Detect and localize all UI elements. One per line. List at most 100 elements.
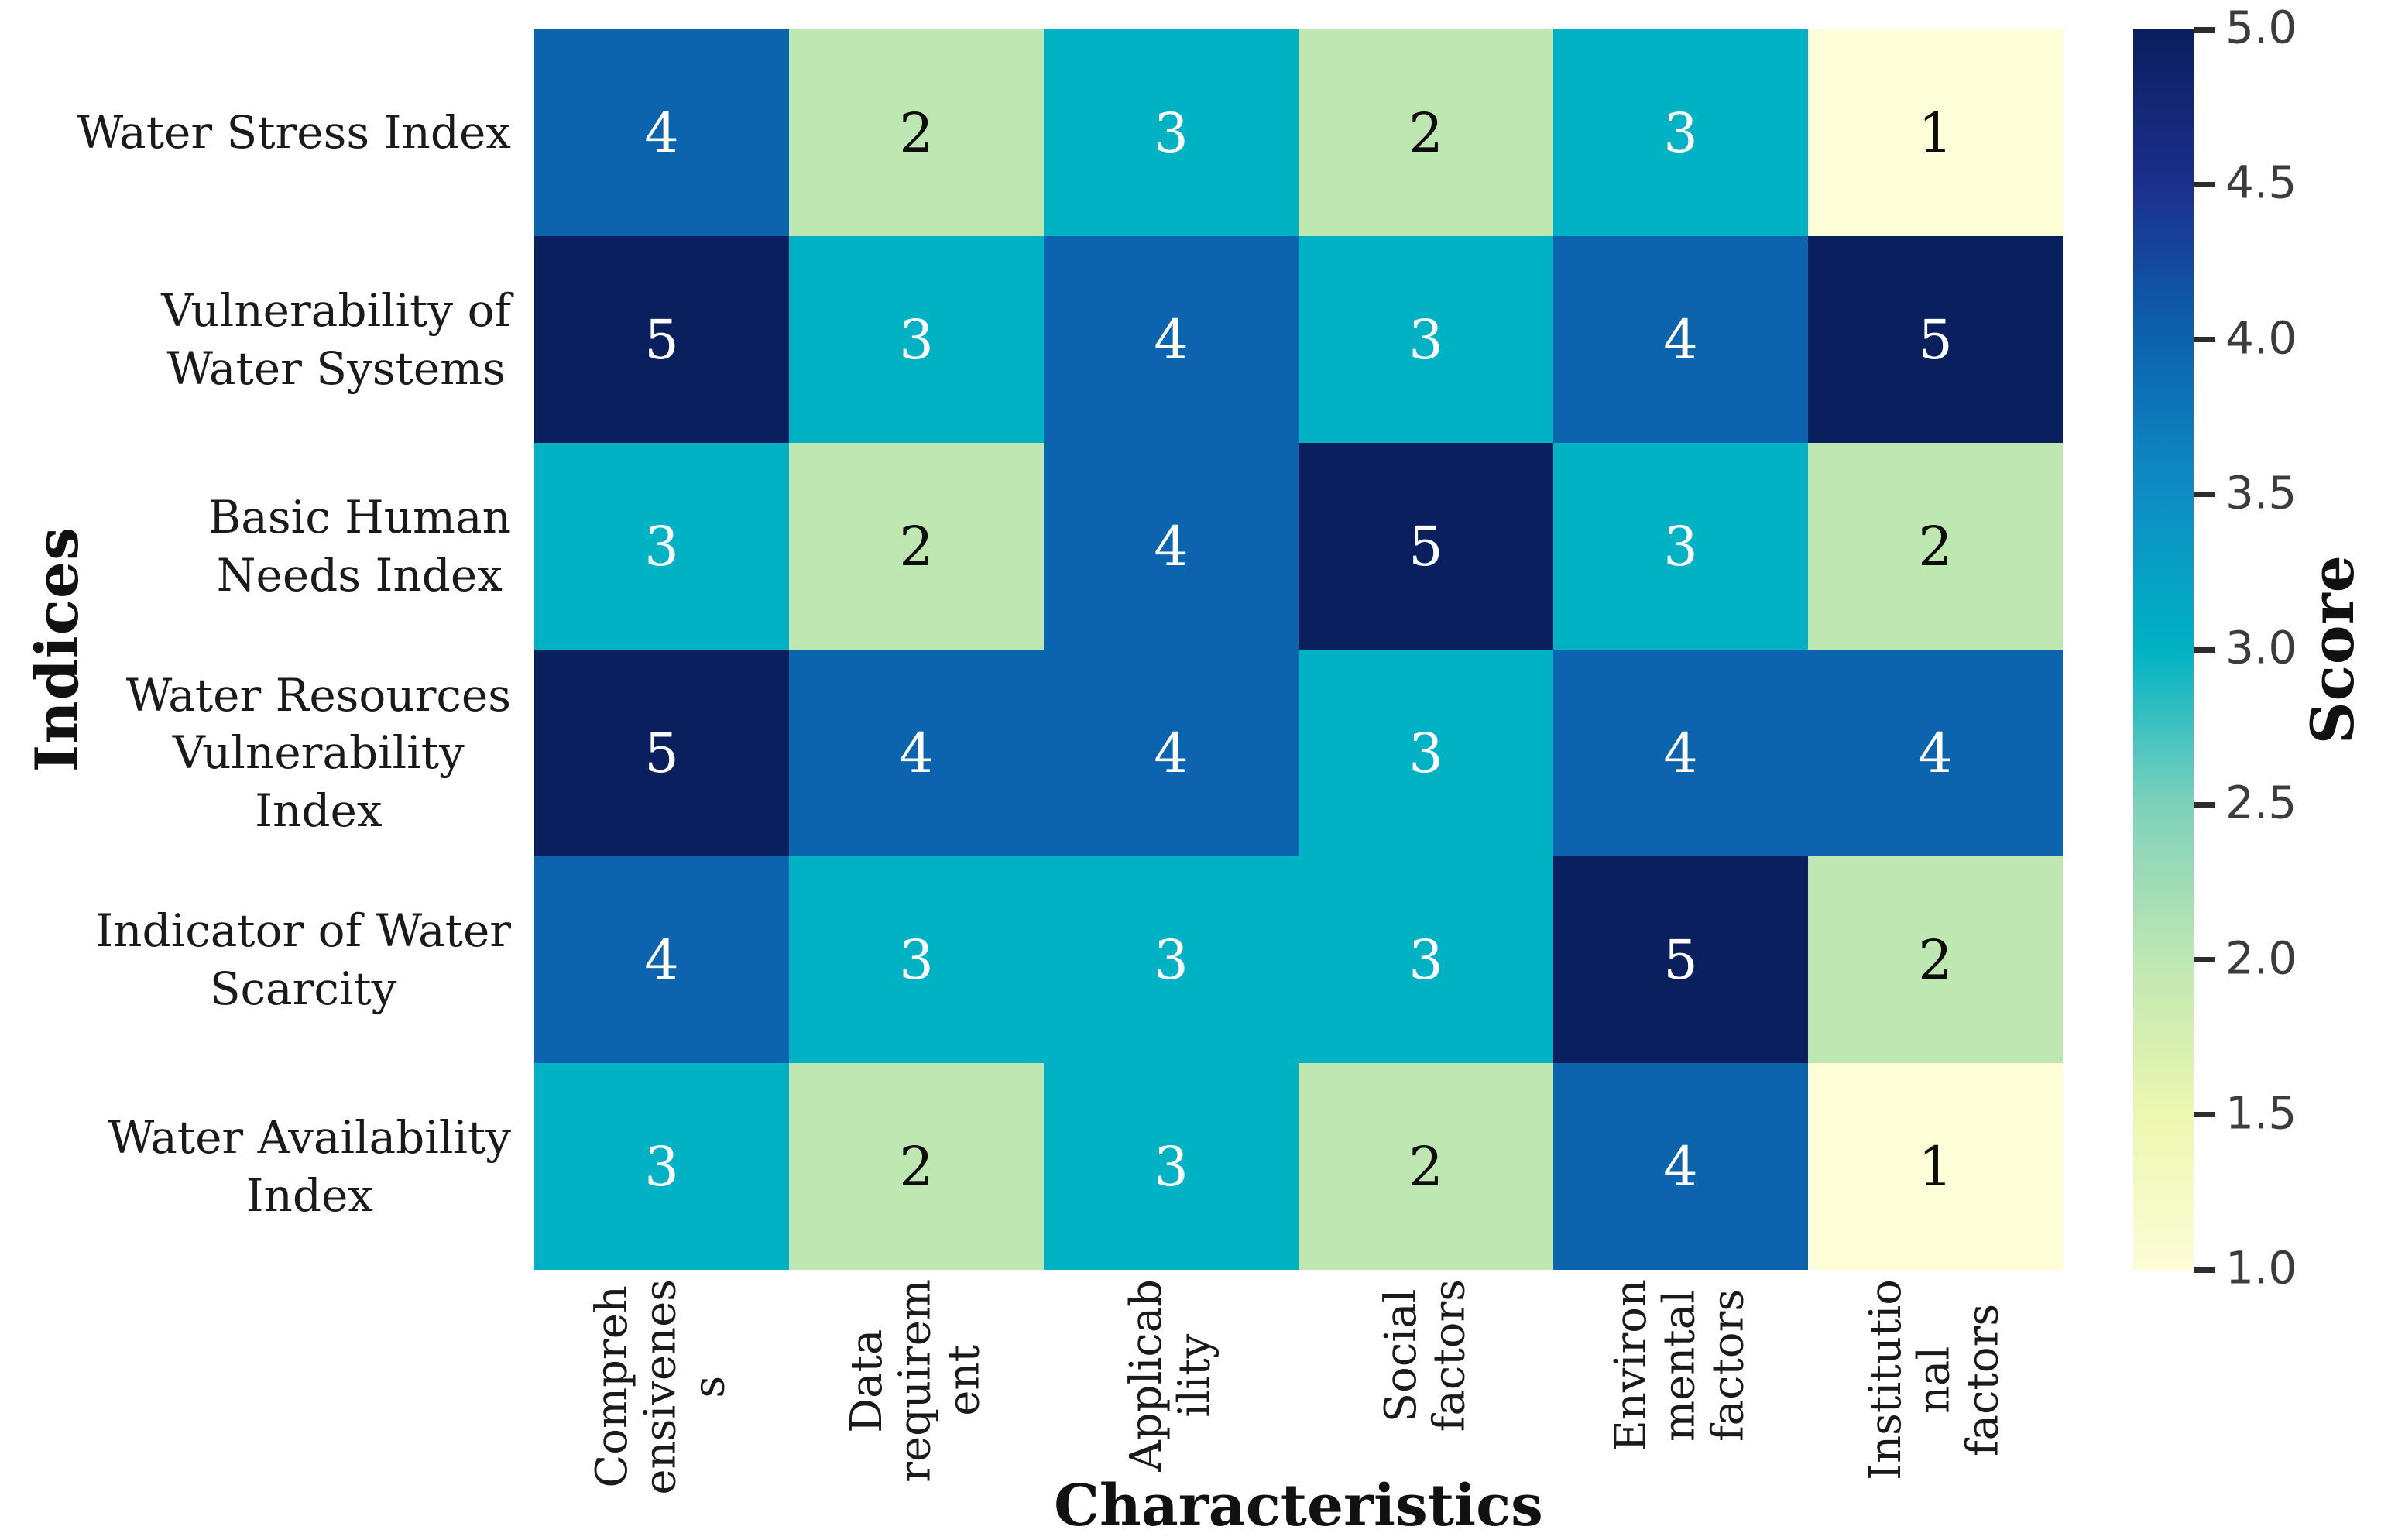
- x-tick-label-text: Compreh ensivenes s: [587, 1279, 735, 1495]
- x-tick-label-text: Data requirem ent: [842, 1279, 990, 1483]
- cell-value: 2: [899, 1134, 934, 1199]
- colorbar-tick-label: 3.0: [2225, 621, 2297, 674]
- heatmap-cell: 3: [1299, 236, 1553, 443]
- heatmap-grid: 4 2 3 2 3 1 5 3 4 3 4 5 3 2 4 5 3 2 5 4 4 3 4 4 4 3 3 3 5 2 3 2 3 2 4 1: [534, 29, 2063, 1270]
- cell-value: 4: [1918, 721, 1953, 785]
- x-tick-label-text: Environ mental factors: [1606, 1279, 1754, 1453]
- cell-value: 4: [1154, 721, 1189, 785]
- heatmap-cell: 3: [1299, 650, 1553, 856]
- y-tick-label: Water Stress Index: [0, 29, 511, 236]
- heatmap-cell: 5: [534, 650, 789, 856]
- colorbar-tick-label: 2.0: [2225, 931, 2297, 985]
- colorbar-title-wrap: Score: [2288, 29, 2377, 1270]
- heatmap-cell: 4: [1044, 236, 1299, 443]
- heatmap-cell: 4: [789, 650, 1044, 856]
- x-tick-label-text: Social factors: [1375, 1279, 1475, 1432]
- cell-value: 4: [644, 101, 679, 165]
- heatmap-cell: 4: [1553, 236, 1808, 443]
- heatmap-cell: 3: [1044, 29, 1299, 236]
- heatmap-cell: 3: [534, 1063, 789, 1270]
- y-tick-label: Water Availability Index: [0, 1063, 511, 1270]
- y-tick-label: Water Resources Vulnerability Index: [0, 650, 511, 856]
- cell-value: 3: [1408, 721, 1443, 785]
- heatmap-cell: 5: [1808, 236, 2063, 443]
- cell-value: 3: [1154, 101, 1189, 165]
- cell-value: 4: [1663, 721, 1698, 785]
- heatmap-cell: 3: [789, 236, 1044, 443]
- cell-value: 5: [644, 721, 679, 785]
- heatmap-cell: 5: [1299, 443, 1553, 650]
- colorbar-tick-label: 2.5: [2225, 776, 2297, 829]
- y-tick-label-text: Basic Human Needs Index: [208, 491, 511, 602]
- heatmap-cell: 1: [1808, 1063, 2063, 1270]
- colorbar-tick-mark: [2194, 1267, 2215, 1273]
- cell-value: 3: [899, 307, 934, 372]
- cell-value: 1: [1918, 101, 1953, 165]
- x-axis-title: Characteristics: [1054, 1473, 1543, 1539]
- cell-value: 2: [1408, 101, 1443, 165]
- heatmap-cell: 3: [1299, 856, 1553, 1063]
- colorbar-tick-label: 1.0: [2225, 1241, 2297, 1295]
- x-tick-label: Institutio nal factors: [1808, 1279, 2063, 1480]
- heatmap-cell: 3: [789, 856, 1044, 1063]
- y-tick-label: Indicator of Water Scarcity: [0, 856, 511, 1063]
- colorbar-tick-mark: [2194, 337, 2215, 342]
- cell-value: 2: [1408, 1134, 1443, 1199]
- cell-value: 4: [1663, 307, 1698, 372]
- cell-value: 3: [1663, 514, 1698, 578]
- colorbar-gradient: [2133, 29, 2194, 1270]
- heatmap-cell: 3: [534, 443, 789, 650]
- colorbar-tick-mark: [2194, 957, 2215, 962]
- heatmap-cell: 4: [1044, 443, 1299, 650]
- cell-value: 5: [1663, 928, 1698, 992]
- cell-value: 3: [1154, 928, 1189, 992]
- x-tick-label-text: Applicab ility: [1120, 1279, 1220, 1472]
- colorbar-tick-label: 4.0: [2225, 311, 2297, 365]
- heatmap-cell: 2: [1808, 856, 2063, 1063]
- y-tick-label-text: Water Stress Index: [77, 106, 511, 159]
- x-tick-label-text: Institutio nal factors: [1861, 1279, 2009, 1481]
- colorbar-tick-mark: [2194, 1112, 2215, 1118]
- heatmap-cell: 4: [1044, 650, 1299, 856]
- cell-value: 2: [1918, 928, 1953, 992]
- y-tick-label-text: Indicator of Water Scarcity: [95, 904, 511, 1015]
- heatmap-cell: 2: [789, 1063, 1044, 1270]
- x-tick-label: Applicab ility: [1044, 1279, 1299, 1472]
- x-tick-label: Data requirem ent: [789, 1279, 1044, 1483]
- y-tick-label-text: Vulnerability of Water Systems: [161, 284, 511, 395]
- colorbar-tick-mark: [2194, 801, 2215, 808]
- colorbar-tick-mark: [2194, 492, 2215, 498]
- cell-value: 3: [644, 514, 679, 578]
- colorbar-tick-mark: [2194, 647, 2215, 653]
- cell-value: 5: [1918, 307, 1953, 372]
- cell-value: 3: [899, 928, 934, 992]
- y-tick-label: Vulnerability of Water Systems: [0, 236, 511, 443]
- colorbar-title: Score: [2298, 554, 2367, 745]
- heatmap-cell: 1: [1808, 29, 2063, 236]
- cell-value: 1: [1918, 1134, 1953, 1199]
- cell-value: 4: [1154, 307, 1189, 372]
- heatmap-cell: 2: [789, 29, 1044, 236]
- cell-value: 4: [644, 928, 679, 992]
- y-tick-label: Basic Human Needs Index: [0, 443, 511, 650]
- x-tick-label: Compreh ensivenes s: [534, 1279, 789, 1495]
- cell-value: 5: [644, 307, 679, 372]
- x-tick-label: Environ mental factors: [1553, 1279, 1808, 1452]
- x-tick-label: Social factors: [1299, 1279, 1553, 1432]
- heatmap-cell: 4: [1553, 1063, 1808, 1270]
- cell-value: 3: [644, 1134, 679, 1199]
- heatmap-cell: 3: [1553, 443, 1808, 650]
- colorbar-tick-label: 4.5: [2225, 156, 2297, 209]
- cell-value: 4: [899, 721, 934, 785]
- cell-value: 2: [1918, 514, 1953, 578]
- heatmap-cell: 3: [1044, 856, 1299, 1063]
- colorbar-tick-label: 3.5: [2225, 466, 2297, 520]
- cell-value: 3: [1408, 307, 1443, 372]
- heatmap-cell: 5: [1553, 856, 1808, 1063]
- y-tick-label-text: Water Resources Vulnerability Index: [125, 669, 511, 837]
- heatmap-cell: 4: [1808, 650, 2063, 856]
- heatmap-cell: 2: [789, 443, 1044, 650]
- heatmap-cell: 4: [1553, 650, 1808, 856]
- colorbar-tick-mark: [2194, 26, 2215, 33]
